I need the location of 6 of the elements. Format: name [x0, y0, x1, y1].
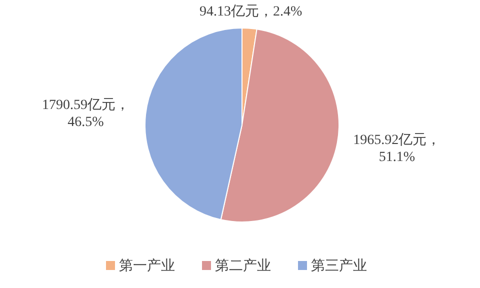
data-label: 94.13亿元，2.4%	[199, 3, 302, 20]
legend-label: 第三产业	[311, 258, 367, 274]
legend-label: 第一产业	[119, 258, 175, 274]
legend-label: 第二产业	[215, 258, 271, 274]
data-label: 1790.59亿元，46.5%	[42, 96, 130, 130]
data-label: 1965.92亿元，51.1%	[353, 132, 441, 166]
